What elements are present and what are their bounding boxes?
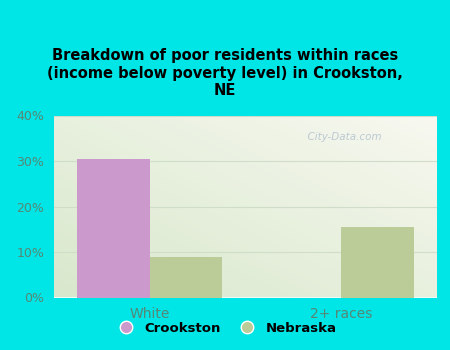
Text: Breakdown of poor residents within races
(income below poverty level) in Crookst: Breakdown of poor residents within races… — [47, 48, 403, 98]
Bar — [77, 159, 149, 298]
Text: City-Data.com: City-Data.com — [301, 132, 381, 142]
Bar — [149, 257, 222, 298]
Bar — [341, 227, 414, 298]
Legend: Crookston, Nebraska: Crookston, Nebraska — [108, 316, 342, 340]
